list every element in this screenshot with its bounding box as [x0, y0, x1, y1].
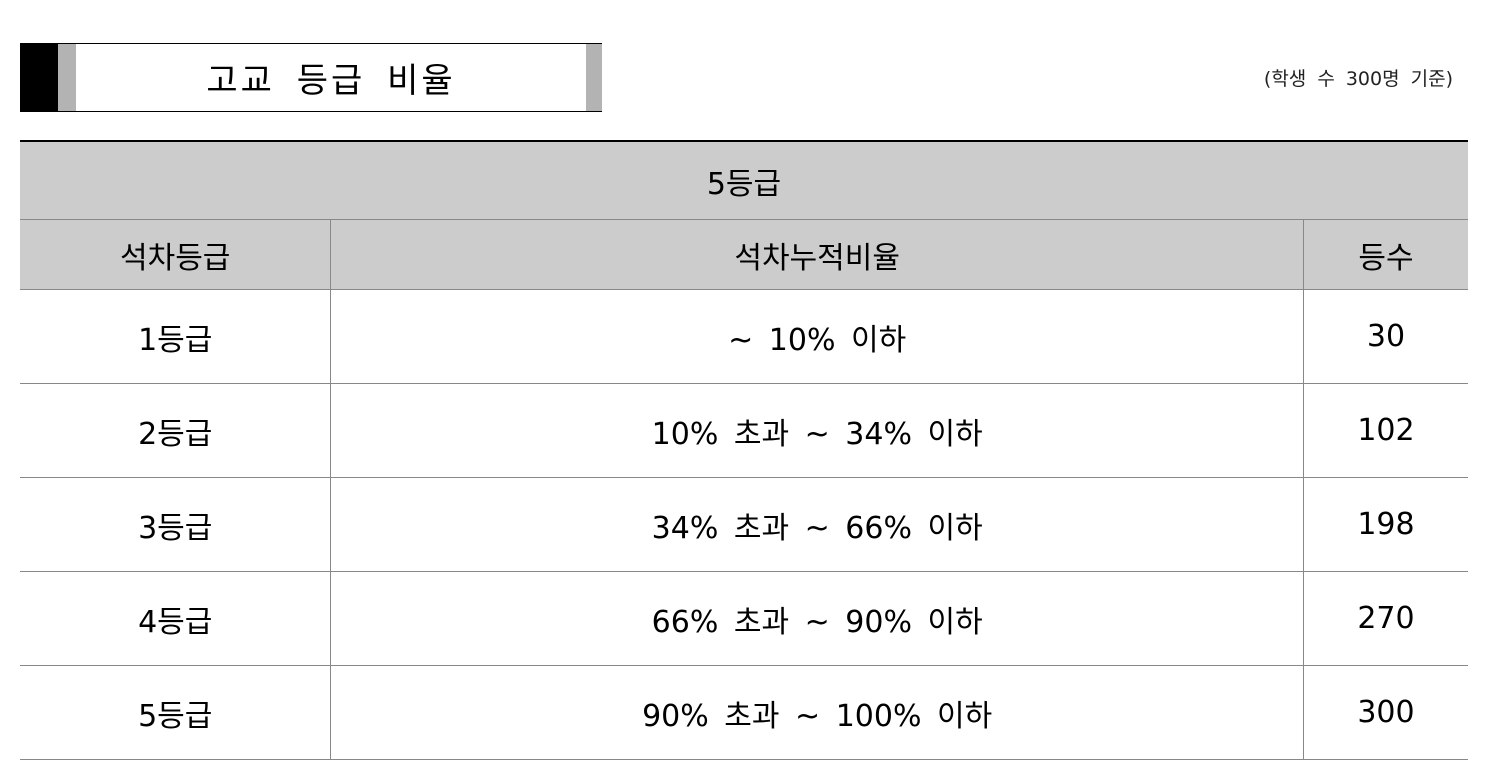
- table-row: 3등급 34% 초과 ~ 66% 이하 198: [20, 477, 1468, 572]
- column-header: 석차누적비율: [330, 219, 1304, 290]
- table-cell: 102: [1302, 383, 1468, 478]
- table-cell: 34% 초과 ~ 66% 이하: [330, 477, 1304, 572]
- table-cell: 198: [1302, 477, 1468, 572]
- table-cell: 4등급: [20, 571, 331, 666]
- column-header: 석차등급: [20, 219, 331, 290]
- grade-ratio-table: 5등급 석차등급 석차누적비율 등수 1등급 ~ 10% 이하 30 2등급 10% 초…: [20, 140, 1468, 760]
- table-row: 1등급 ~ 10% 이하 30: [20, 289, 1468, 384]
- table-row: 4등급 66% 초과 ~ 90% 이하 270: [20, 571, 1468, 666]
- page-title: 고교 등급 비율: [206, 61, 456, 101]
- table-cell: 2등급: [20, 383, 331, 478]
- table-cell: 66% 초과 ~ 90% 이하: [330, 571, 1304, 666]
- table-cell: 10% 초과 ~ 34% 이하: [330, 383, 1304, 478]
- title-decoration-gray-left: [58, 44, 76, 111]
- table-cell: 3등급: [20, 477, 331, 572]
- table-cell: 90% 초과 ~ 100% 이하: [330, 665, 1304, 760]
- table-cell: 300: [1302, 665, 1468, 760]
- table-cell: 5등급: [20, 665, 331, 760]
- title-decoration-black: [20, 44, 58, 111]
- group-header: 5등급: [20, 141, 1468, 220]
- table-cell: 270: [1302, 571, 1468, 666]
- table-row: 5등급 90% 초과 ~ 100% 이하 300: [20, 665, 1468, 760]
- column-header: 등수: [1302, 219, 1468, 290]
- title-box: 고교 등급 비율: [20, 43, 602, 112]
- title-decoration-gray-right: [586, 44, 602, 111]
- table-cell: ~ 10% 이하: [330, 289, 1304, 384]
- basis-note: (학생 수 300명 기준): [1263, 68, 1453, 90]
- table-cell: 30: [1302, 289, 1468, 384]
- table-row: 2등급 10% 초과 ~ 34% 이하 102: [20, 383, 1468, 478]
- table-cell: 1등급: [20, 289, 331, 384]
